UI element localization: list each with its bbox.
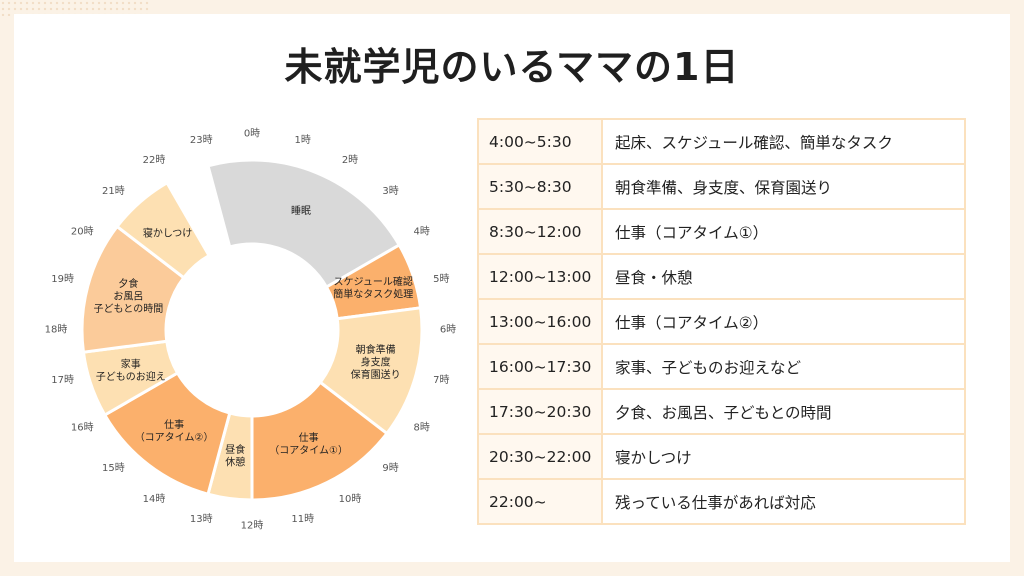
- segment-label: 簡単なタスク処理: [333, 288, 413, 301]
- segment-label: （コアタイム②）: [135, 431, 214, 443]
- activity-cell: 家事、子どものお迎えなど: [601, 343, 966, 390]
- decorative-dots: [0, 0, 150, 16]
- activity-cell: 寝かしつけ: [601, 433, 966, 480]
- segment-label: 寝かしつけ: [143, 226, 192, 239]
- activity-cell: 起床、スケジュール確認、簡単なタスク: [601, 118, 966, 165]
- hour-tick-label: 8時: [414, 422, 430, 434]
- hour-tick-label: 7時: [433, 374, 449, 386]
- segment-label: （コアタイム①）: [269, 445, 348, 457]
- segment-label: 昼食: [225, 443, 245, 456]
- segment-label: 朝食準備: [356, 343, 396, 356]
- activity-cell: 朝食準備、身支度、保育園送り: [601, 163, 966, 210]
- activity-cell: 仕事（コアタイム①）: [601, 208, 966, 255]
- time-cell: 20:30~22:00: [477, 433, 603, 480]
- segment-label: お風呂: [113, 290, 143, 302]
- table-row: 8:30~12:00 仕事（コアタイム①）: [477, 208, 966, 255]
- hour-tick-label: 22時: [143, 154, 166, 166]
- hour-tick-label: 16時: [71, 422, 94, 434]
- table-row: 17:30~20:30 夕食、お風呂、子どもとの時間: [477, 388, 966, 435]
- segment-label: 家事: [121, 357, 141, 370]
- hour-tick-label: 6時: [440, 324, 456, 336]
- hour-tick-label: 19時: [51, 273, 74, 285]
- segment-label: 子どもとの時間: [94, 303, 164, 315]
- table-row: 16:00~17:30 家事、子どものお迎えなど: [477, 343, 966, 390]
- page-title: 未就学児のいるママの1日: [284, 45, 740, 89]
- daily-clock-donut: 睡眠スケジュール確認簡単なタスク処理朝食準備身支度保育園送り仕事（コアタイム①）…: [45, 128, 457, 532]
- hour-tick-label: 12時: [241, 520, 264, 532]
- activity-cell: 仕事（コアタイム②）: [601, 298, 966, 345]
- segment-label: 保育園送り: [351, 368, 401, 381]
- hour-tick-label: 13時: [190, 513, 213, 525]
- table-row: 22:00~ 残っている仕事があれば対応: [477, 478, 966, 525]
- hour-tick-label: 3時: [382, 185, 398, 197]
- segment-label: 仕事: [164, 418, 184, 431]
- hour-tick-label: 20時: [71, 226, 94, 238]
- hour-tick-label: 21時: [102, 185, 125, 197]
- table-row: 12:00~13:00 昼食・休憩: [477, 253, 966, 300]
- hour-tick-label: 4時: [414, 226, 430, 238]
- hour-tick-label: 5時: [433, 273, 449, 285]
- table-row: 13:00~16:00 仕事（コアタイム②）: [477, 298, 966, 345]
- time-cell: 13:00~16:00: [477, 298, 603, 345]
- hour-tick-label: 23時: [190, 134, 213, 146]
- segment-label: 仕事: [299, 431, 319, 444]
- table-row: 4:00~5:30 起床、スケジュール確認、簡単なタスク: [477, 118, 966, 165]
- segment-label: 睡眠: [291, 204, 311, 217]
- hour-tick-label: 15時: [102, 462, 125, 474]
- segment-label: 休憩: [225, 456, 245, 469]
- hour-tick-label: 1時: [295, 134, 311, 146]
- table-row: 20:30~22:00 寝かしつけ: [477, 433, 966, 480]
- segment-label: 子どものお迎え: [96, 371, 166, 383]
- time-cell: 4:00~5:30: [477, 118, 603, 165]
- hour-tick-label: 11時: [291, 513, 314, 525]
- time-cell: 16:00~17:30: [477, 343, 603, 390]
- hour-tick-label: 14時: [143, 493, 166, 505]
- hour-tick-label: 2時: [342, 154, 358, 166]
- activity-cell: 夕食、お風呂、子どもとの時間: [601, 388, 966, 435]
- hour-tick-label: 10時: [339, 493, 362, 505]
- hour-tick-label: 9時: [382, 462, 398, 474]
- segment-label: スケジュール確認: [334, 275, 413, 288]
- time-cell: 5:30~8:30: [477, 163, 603, 210]
- activity-cell: 残っている仕事があれば対応: [601, 478, 966, 525]
- hour-tick-label: 0時: [244, 128, 260, 140]
- schedule-table: 4:00~5:30 起床、スケジュール確認、簡単なタスク 5:30~8:30 朝食準…: [477, 118, 966, 525]
- time-cell: 22:00~: [477, 478, 603, 525]
- clock-segment: [206, 158, 401, 289]
- hour-tick-label: 17時: [51, 374, 74, 386]
- time-cell: 17:30~20:30: [477, 388, 603, 435]
- table-row: 5:30~8:30 朝食準備、身支度、保育園送り: [477, 163, 966, 210]
- activity-cell: 昼食・休憩: [601, 253, 966, 300]
- time-cell: 8:30~12:00: [477, 208, 603, 255]
- hour-tick-label: 18時: [45, 324, 68, 336]
- time-cell: 12:00~13:00: [477, 253, 603, 300]
- segment-label: 夕食: [118, 277, 138, 290]
- clock-segment: [115, 181, 211, 280]
- segment-label: 身支度: [361, 356, 391, 369]
